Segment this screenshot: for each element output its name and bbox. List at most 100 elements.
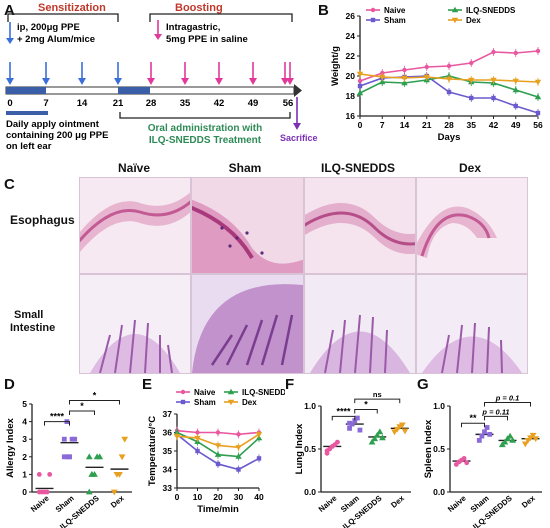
x-tick-label: 20 [213,492,223,502]
day-14: 14 [77,98,88,109]
significance-bracket [461,422,485,428]
chart-weight: 16 18 20 22 24 26 0 7 14 21 28 35 42 49 56 Days Weight/g… [330,6,543,143]
x-tick-label: Naive [446,493,468,514]
y-tick-label: 1.0 [304,401,316,411]
data-point [401,75,408,82]
data-point [357,427,363,433]
significance-bracket [44,421,70,426]
data-point [88,471,96,477]
day-7: 7 [43,98,48,109]
y-tick-label: 20 [346,71,356,81]
panel-label-a: A [4,2,15,19]
y-tick-label: 18 [346,91,356,101]
x-tick-label: 14 [400,120,410,130]
col-title-dex: Dex [458,161,481,175]
data-point [402,67,407,73]
day-28: 28 [146,98,157,109]
x-tick-label: 28 [444,120,454,130]
x-tick-label: 7 [380,120,385,130]
legend-marker [227,388,235,395]
significance-label: ns [373,390,382,399]
data-point [352,418,358,424]
data-point [235,445,242,451]
y-axis-label: Weight/g [330,46,341,86]
data-point [535,48,541,54]
intestine-sham-tissue [192,284,303,373]
y-tick-label: 22 [346,51,356,61]
x-tick-label: 0 [175,492,180,502]
pink-arrow-day35 [181,62,189,85]
data-point [461,456,467,461]
oral-bracket [119,112,291,119]
sensitization-text-1: ip, 200μg PPE [17,22,80,33]
data-point [445,76,453,83]
x-tick-label: Sham [54,494,76,515]
significance-label: * [364,399,368,409]
y-tick-label: 3 [22,434,27,444]
intestine-dex-tissue [422,322,522,373]
data-point [356,89,364,96]
data-point [376,428,384,435]
col-title-naive: Naïve [117,161,151,175]
day-49: 49 [248,98,259,109]
data-point [479,433,485,439]
blue-arrow-day7 [42,62,50,85]
blue-arrow-day14 [78,62,86,85]
sensitization-bracket [7,13,119,22]
significance-bracket [354,408,378,414]
x-tick-label: 30 [234,492,244,502]
legend-label: Sham [194,398,216,407]
timeline-segment-1 [6,87,46,94]
data-point [501,438,509,445]
boosting-text-2: 5mg PPE in saline [166,34,248,45]
pink-arrow-day42 [215,62,223,85]
data-point [236,432,241,437]
blue-arrow-day21 [114,62,122,85]
data-point [513,50,518,56]
panel-label-f: F [285,376,295,393]
boosting-arrow-head [154,34,162,40]
data-point [116,472,123,478]
intestine-naive-tissue [90,319,180,373]
significance-label: p = 0.11 [481,407,509,416]
blue-arrows [6,62,122,85]
significance-bracket [69,410,95,416]
y-tick-label: 1 [22,469,27,479]
data-point [356,71,364,78]
data-point [195,430,200,435]
significance-label: p = 0.1 [495,394,520,403]
x-axis-label: Time/min [197,504,239,515]
legend-marker [180,399,186,405]
y-tick-label: 0.0 [304,487,316,497]
sacrifice-arrow-head [293,123,301,130]
boosting-title: Boosting [175,2,223,14]
blue-arrow-day0 [6,62,14,85]
x-tick-label: 21 [422,120,432,130]
significance-bracket [69,399,120,405]
y-tick-label: 16 [346,111,356,121]
data-point [468,77,475,84]
data-point [535,110,541,116]
panel-label-b: B [318,2,329,19]
y-tick-label: 1.0 [433,401,445,411]
legend-marker [370,7,376,13]
day-0: 0 [7,98,12,109]
significance-label: * [80,401,84,411]
significance-label: **** [50,412,65,422]
significance-bracket [484,402,531,407]
y-tick-label: 2 [22,452,27,462]
sensitization-text-2: + 2mg Alum/mice [17,34,95,45]
data-point [347,420,352,426]
legend-marker [451,17,459,24]
legend-label: Dex [466,16,481,25]
data-point [195,448,200,454]
data-point [214,451,222,457]
x-tick-label: 40 [254,492,264,502]
x-tick-label: Dex [389,493,406,510]
data-point [491,95,496,101]
daily-text-2: containing 200 μg PPE [6,130,108,141]
data-point [354,415,360,421]
esophagus-sham-image [191,177,304,274]
significance-bracket [331,415,356,421]
data-point [44,489,50,495]
